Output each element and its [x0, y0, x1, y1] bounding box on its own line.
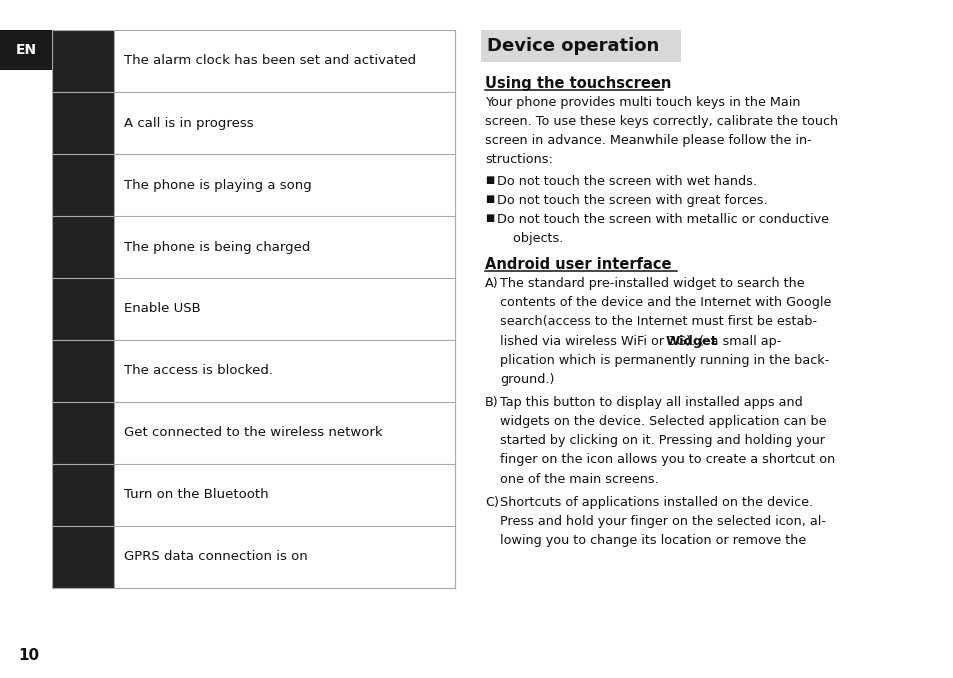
Text: ■: ■ [484, 194, 494, 203]
Text: Widget: Widget [665, 334, 717, 348]
Text: A call is in progress: A call is in progress [124, 117, 253, 129]
Text: contents of the device and the Internet with Google: contents of the device and the Internet … [499, 296, 830, 309]
Text: The standard pre-installed widget to search the: The standard pre-installed widget to sea… [499, 277, 803, 290]
Text: ■: ■ [484, 174, 494, 184]
Text: one of the main screens.: one of the main screens. [499, 473, 659, 485]
Text: Enable USB: Enable USB [124, 302, 200, 315]
Text: A): A) [484, 277, 498, 290]
Text: Do not touch the screen with wet hands.: Do not touch the screen with wet hands. [497, 174, 757, 188]
Bar [52, 154, 113, 216]
Text: objects.: objects. [497, 232, 563, 245]
Text: ■: ■ [484, 213, 494, 223]
Text: The access is blocked.: The access is blocked. [124, 365, 273, 378]
Text: Android user interface: Android user interface [484, 257, 671, 272]
Bar [52, 216, 113, 278]
Text: started by clicking on it. Pressing and holding your: started by clicking on it. Pressing and … [499, 434, 824, 447]
Text: Do not touch the screen with metallic or conductive: Do not touch the screen with metallic or… [497, 213, 828, 226]
Text: Shortcuts of applications installed on the device.: Shortcuts of applications installed on t… [499, 496, 812, 508]
Text: EN: EN [15, 43, 36, 57]
Text: plication which is permanently running in the back-: plication which is permanently running i… [499, 354, 828, 367]
Text: screen. To use these keys correctly, calibrate the touch: screen. To use these keys correctly, cal… [484, 115, 838, 128]
Bar [0, 30, 52, 70]
Text: The alarm clock has been set and activated: The alarm clock has been set and activat… [124, 54, 416, 68]
Text: finger on the icon allows you to create a shortcut on: finger on the icon allows you to create … [499, 454, 835, 466]
Text: lowing you to change its location or remove the: lowing you to change its location or rem… [499, 534, 805, 547]
Bar [52, 92, 113, 154]
Text: widgets on the device. Selected application can be: widgets on the device. Selected applicat… [499, 415, 825, 428]
Text: Get connected to the wireless network: Get connected to the wireless network [124, 426, 382, 439]
Bar [52, 402, 113, 464]
Text: Your phone provides multi touch keys in the Main: Your phone provides multi touch keys in … [484, 96, 800, 109]
Text: B): B) [484, 396, 498, 409]
Text: Press and hold your finger on the selected icon, al-: Press and hold your finger on the select… [499, 515, 825, 527]
Text: 10: 10 [18, 648, 39, 664]
Bar [52, 278, 113, 340]
Text: Turn on the Bluetooth: Turn on the Bluetooth [124, 489, 269, 502]
Bar [52, 30, 113, 92]
Text: GPRS data connection is on: GPRS data connection is on [124, 551, 308, 563]
Text: ground.): ground.) [499, 373, 554, 386]
Text: - a small ap-: - a small ap- [697, 334, 781, 348]
Bar [52, 340, 113, 402]
Text: The phone is playing a song: The phone is playing a song [124, 178, 312, 191]
Text: structions:: structions: [484, 153, 553, 166]
Text: Device operation: Device operation [486, 37, 659, 55]
Text: C): C) [484, 496, 498, 508]
Bar [480, 30, 680, 62]
Text: Using the touchscreen: Using the touchscreen [484, 76, 671, 91]
Text: Tap this button to display all installed apps and: Tap this button to display all installed… [499, 396, 801, 409]
Text: Do not touch the screen with great forces.: Do not touch the screen with great force… [497, 194, 767, 207]
Text: The phone is being charged: The phone is being charged [124, 241, 310, 254]
Bar [52, 464, 113, 526]
Text: lished via wireless WiFi or 3G). (: lished via wireless WiFi or 3G). ( [499, 334, 703, 348]
Text: search(access to the Internet must first be estab-: search(access to the Internet must first… [499, 315, 817, 328]
Bar [52, 526, 113, 588]
Text: screen in advance. Meanwhile please follow the in-: screen in advance. Meanwhile please foll… [484, 134, 811, 147]
